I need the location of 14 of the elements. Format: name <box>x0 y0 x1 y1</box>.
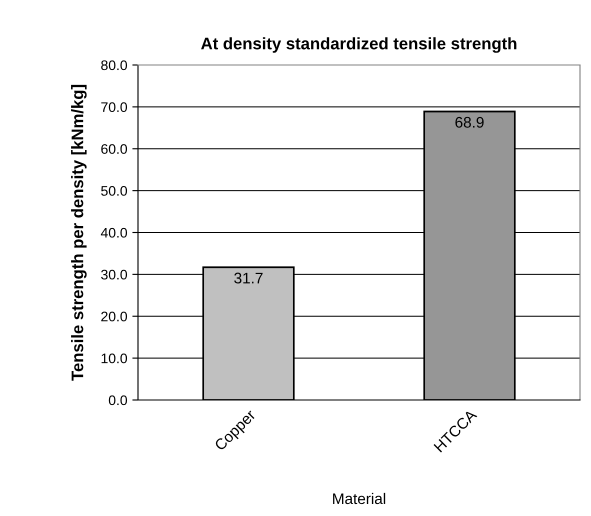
y-tick-label: 30.0 <box>101 270 128 280</box>
y-tick-label: 50.0 <box>101 186 128 196</box>
data-label: 68.9 <box>455 116 484 128</box>
y-tick-label: 40.0 <box>100 228 128 238</box>
y-tick-label: 20.0 <box>101 312 128 322</box>
chart-title: At density standardized tensile strength <box>201 37 516 53</box>
x-axis-title: Material <box>333 492 386 504</box>
y-tick-label: 10.0 <box>102 353 128 364</box>
y-tick-label: 80.0 <box>101 60 128 70</box>
y-axis-title: Tensile strength per density [kNm/kg] <box>71 84 87 381</box>
y-tick-label: 70.0 <box>101 102 128 112</box>
y-tick-label: 0.0 <box>108 395 128 406</box>
data-label: 31.7 <box>234 272 263 284</box>
y-tick-label: 60.0 <box>101 144 128 154</box>
